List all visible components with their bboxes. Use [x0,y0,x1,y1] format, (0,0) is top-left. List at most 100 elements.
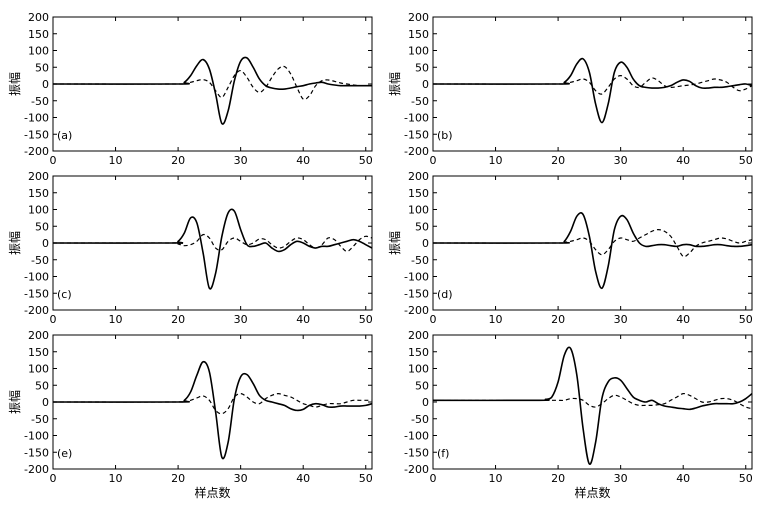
y-axis-title: 振幅 [7,390,22,414]
series-line-dashed [52,233,373,252]
series-line-solid [52,56,372,125]
y-tick-label: -200 [24,463,49,476]
y-tick-label: 0 [422,78,429,91]
chart-panel: -200 -150 -100 -50 0 50 100 150 200 0 10 20 30 40 50 振幅… [7,329,373,500]
y-tick-label: 100 [408,45,429,58]
x-tick-label: 20 [551,472,565,485]
series-line-solid [52,208,373,290]
x-tick-label: 30 [614,154,628,167]
x-tick-label: 0 [430,313,437,326]
x-tick-label: 40 [296,472,310,485]
y-tick-label: 0 [42,237,49,250]
y-tick-label: 100 [408,204,429,217]
x-tick-label: 10 [109,472,123,485]
series-line-dashed [52,65,372,101]
y-tick-label: -200 [404,145,429,158]
y-axis-title: 振幅 [387,231,402,255]
series-line-dashed [52,393,372,415]
x-axis-title: 样点数 [574,485,610,500]
plot-frame [432,334,753,470]
y-tick-label: -200 [404,304,429,317]
y-tick-label: 50 [415,220,429,233]
y-tick-label: -150 [24,287,49,300]
x-tick-label: 40 [296,154,310,167]
x-tick-label: 40 [296,313,310,326]
y-tick-label: -150 [24,128,49,141]
y-tick-label: 100 [408,363,429,376]
x-tick-label: 50 [359,154,373,167]
y-tick-label: -50 [31,413,49,426]
x-tick-label: 10 [109,313,123,326]
x-tick-label: 20 [551,154,565,167]
y-tick-label: -150 [24,446,49,459]
y-tick-label: -100 [404,112,429,125]
x-tick-label: 0 [50,472,57,485]
x-tick-label: 20 [551,313,565,326]
y-tick-label: -200 [404,463,429,476]
y-tick-label: 200 [28,329,49,342]
panel-label: (b) [437,129,453,142]
panel-label: (c) [57,288,72,301]
y-tick-label: 0 [42,396,49,409]
y-tick-label: 0 [422,396,429,409]
x-tick-label: 0 [50,313,57,326]
x-tick-label: 10 [489,313,503,326]
y-tick-label: 50 [415,379,429,392]
y-tick-label: -100 [24,112,49,125]
y-tick-label: -100 [24,271,49,284]
y-tick-label: 0 [42,78,49,91]
y-tick-label: -150 [404,446,429,459]
x-tick-label: 10 [489,472,503,485]
y-tick-label: -200 [24,304,49,317]
y-tick-label: -150 [404,287,429,300]
x-tick-label: 30 [234,472,248,485]
y-tick-label: 200 [408,170,429,183]
x-tick-label: 50 [739,154,753,167]
x-tick-label: 50 [739,313,753,326]
y-axis-title: 振幅 [7,231,22,255]
x-tick-label: 50 [739,472,753,485]
x-tick-label: 50 [359,472,373,485]
x-tick-label: 20 [171,313,185,326]
x-tick-label: 30 [614,472,628,485]
y-tick-label: -50 [31,254,49,267]
chart-panel: -200 -150 -100 -50 0 50 100 150 200 0 10 20 30 40 50 振幅… [387,11,753,167]
x-tick-label: 0 [430,154,437,167]
x-tick-label: 50 [359,313,373,326]
y-tick-label: 100 [28,363,49,376]
y-tick-label: -50 [411,254,429,267]
y-tick-label: 200 [408,11,429,24]
series-line-dashed [433,392,753,410]
panel-label: (e) [57,447,72,460]
y-tick-label: 50 [415,61,429,74]
x-tick-label: 30 [234,313,248,326]
y-tick-label: -50 [411,95,429,108]
y-tick-label: 150 [28,187,49,200]
y-tick-label: 150 [408,346,429,359]
chart-panel: -200 -150 -100 -50 0 50 100 150 200 0 10 20 30 40 50 振幅… [7,170,373,326]
x-tick-label: 0 [430,472,437,485]
y-tick-label: 0 [422,237,429,250]
series-line-solid [432,57,753,124]
y-tick-label: -150 [404,128,429,141]
y-tick-label: 50 [35,220,49,233]
y-tick-label: -100 [404,271,429,284]
series-line-solid [52,360,373,460]
y-tick-label: 150 [408,28,429,41]
x-tick-label: 40 [676,154,690,167]
panel-label: (a) [57,129,72,142]
y-axis-title: 振幅 [7,72,22,96]
y-tick-label: 100 [28,204,49,217]
chart-panel: -200 -150 -100 -50 0 50 100 150 200 0 10 20 30 40 50 样点… [404,329,753,500]
y-tick-label: 200 [28,170,49,183]
y-tick-label: -200 [24,145,49,158]
x-tick-label: 20 [171,472,185,485]
y-tick-label: 50 [35,61,49,74]
y-tick-label: 50 [35,379,49,392]
y-tick-label: 200 [408,329,429,342]
x-tick-label: 40 [676,313,690,326]
y-tick-label: -100 [404,430,429,443]
y-tick-label: -100 [24,430,49,443]
x-tick-label: 10 [489,154,503,167]
